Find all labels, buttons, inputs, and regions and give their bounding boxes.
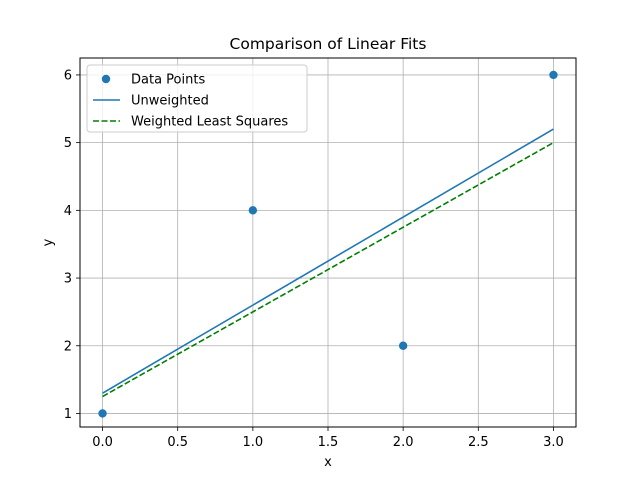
x-tick-label: 1.0: [243, 435, 264, 450]
data-point: [398, 341, 408, 350]
legend-label: Unweighted: [131, 94, 209, 109]
legend-marker-data-points: [101, 74, 111, 84]
data-point: [549, 70, 558, 80]
legend-label: Data Points: [131, 73, 205, 88]
plot-series: [98, 70, 558, 418]
y-tick-label: 4: [64, 204, 72, 219]
y-tick-label: 1: [64, 407, 72, 422]
x-tick-label: 1.5: [318, 435, 339, 450]
y-tick-label: 2: [64, 339, 72, 354]
unweighted-fit-line: [102, 128, 554, 394]
legend-box: [86, 64, 308, 133]
weighted-fit-line: [102, 141, 554, 398]
x-tick-label: 0.5: [167, 435, 188, 450]
axis-ticks: 0.0 0.5 1.0 1.5 2.0 2.5 3.0 1 2 3 4 5 6: [64, 68, 564, 450]
legend-label: Weighted Least Squares: [131, 115, 288, 130]
y-tick-label: 6: [64, 68, 72, 83]
x-tick-label: 2.0: [393, 435, 414, 450]
x-tick-label: 2.5: [468, 435, 489, 450]
legend: Data Points Unweighted Weighted Least Squa…: [86, 64, 308, 133]
chart-title: Comparison of Linear Fits: [230, 35, 427, 53]
y-axis-label: y: [41, 238, 56, 246]
y-tick-label: 5: [64, 136, 72, 151]
data-point: [248, 206, 258, 215]
x-axis-label: x: [324, 455, 332, 470]
x-tick-label: 0.0: [92, 435, 113, 450]
y-tick-label: 3: [64, 272, 72, 287]
data-point: [98, 409, 107, 418]
x-tick-label: 3.0: [543, 435, 564, 450]
